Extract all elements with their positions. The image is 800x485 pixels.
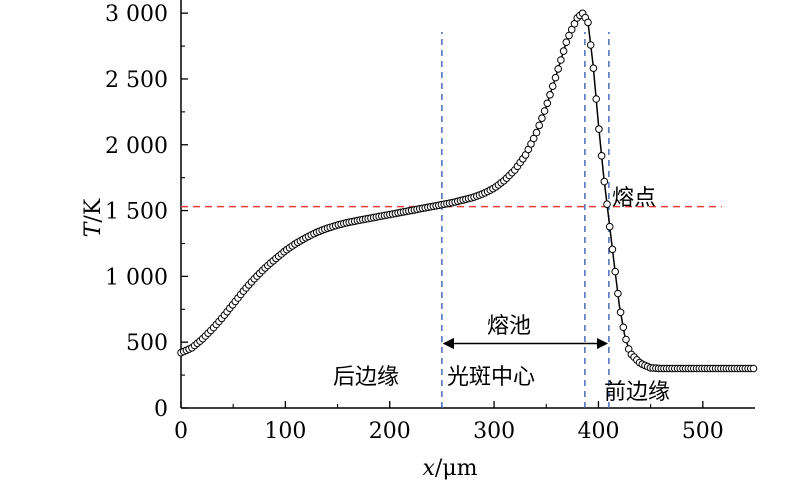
x-tick-label: 0 [174, 419, 188, 444]
data-point [597, 152, 606, 160]
data-point [557, 56, 565, 64]
data-point [546, 91, 554, 99]
data-point [548, 82, 557, 90]
reference-lines [181, 32, 722, 408]
x-tick-label: 300 [473, 419, 515, 444]
spot-center-label: 光斑中心 [447, 365, 535, 390]
data-point [611, 267, 620, 276]
series-points-group [177, 9, 758, 373]
y-axis-label-unit: /K [81, 198, 106, 222]
data-point [614, 289, 622, 298]
y-tick-label: 2 000 [105, 134, 168, 159]
melting-point-label: 熔点 [612, 186, 656, 211]
data-point [592, 95, 601, 103]
data-point [619, 323, 628, 332]
axis-tick-labels: 0 100 200 300 400 500 0 500 1 000 1 500 2 000 2 500… [105, 2, 724, 444]
x-axis-label: x/μm [423, 456, 478, 481]
data-point [529, 134, 538, 143]
x-tick-label: 500 [682, 419, 724, 444]
x-tick-label: 200 [369, 419, 411, 444]
data-point [600, 177, 609, 186]
data-point [584, 18, 592, 27]
melt-pool-label: 熔池 [487, 314, 531, 339]
y-tick-label: 3 000 [105, 2, 168, 27]
y-tick-label: 500 [126, 331, 168, 356]
data-point [535, 121, 544, 130]
rear-edge-label: 后边缘 [333, 365, 399, 390]
data-point [559, 47, 568, 55]
temperature-curve [180, 12, 755, 370]
y-axis-label: T/K [81, 198, 106, 237]
data-point [538, 114, 546, 122]
data-point [603, 200, 611, 208]
data-point [749, 364, 758, 373]
y-tick-label: 1 000 [105, 265, 168, 290]
data-point [608, 245, 617, 254]
y-axis-label-italic: T [81, 220, 106, 237]
data-point [589, 64, 598, 72]
x-axis-label-unit: /μm [435, 456, 478, 481]
x-tick-label: 400 [577, 419, 619, 444]
data-point [540, 107, 549, 115]
y-tick-label: 2 500 [105, 68, 168, 93]
data-point [586, 41, 595, 49]
y-tick-label: 0 [154, 397, 168, 422]
x-axis-label-italic: x [423, 456, 436, 481]
data-point [551, 73, 560, 82]
plot-frame [180, 0, 755, 409]
data-point [554, 65, 563, 73]
x-tick-label: 100 [264, 419, 306, 444]
series-line-group [180, 12, 755, 370]
data-point [543, 99, 552, 108]
axis-ticks [180, 12, 704, 409]
y-tick-label: 1 500 [105, 200, 168, 225]
data-point [595, 125, 603, 133]
data-point [532, 128, 541, 137]
data-point [622, 335, 630, 344]
front-edge-label: 前边缘 [604, 380, 670, 405]
data-point [562, 38, 571, 47]
data-point [616, 308, 625, 317]
data-point [605, 222, 614, 231]
